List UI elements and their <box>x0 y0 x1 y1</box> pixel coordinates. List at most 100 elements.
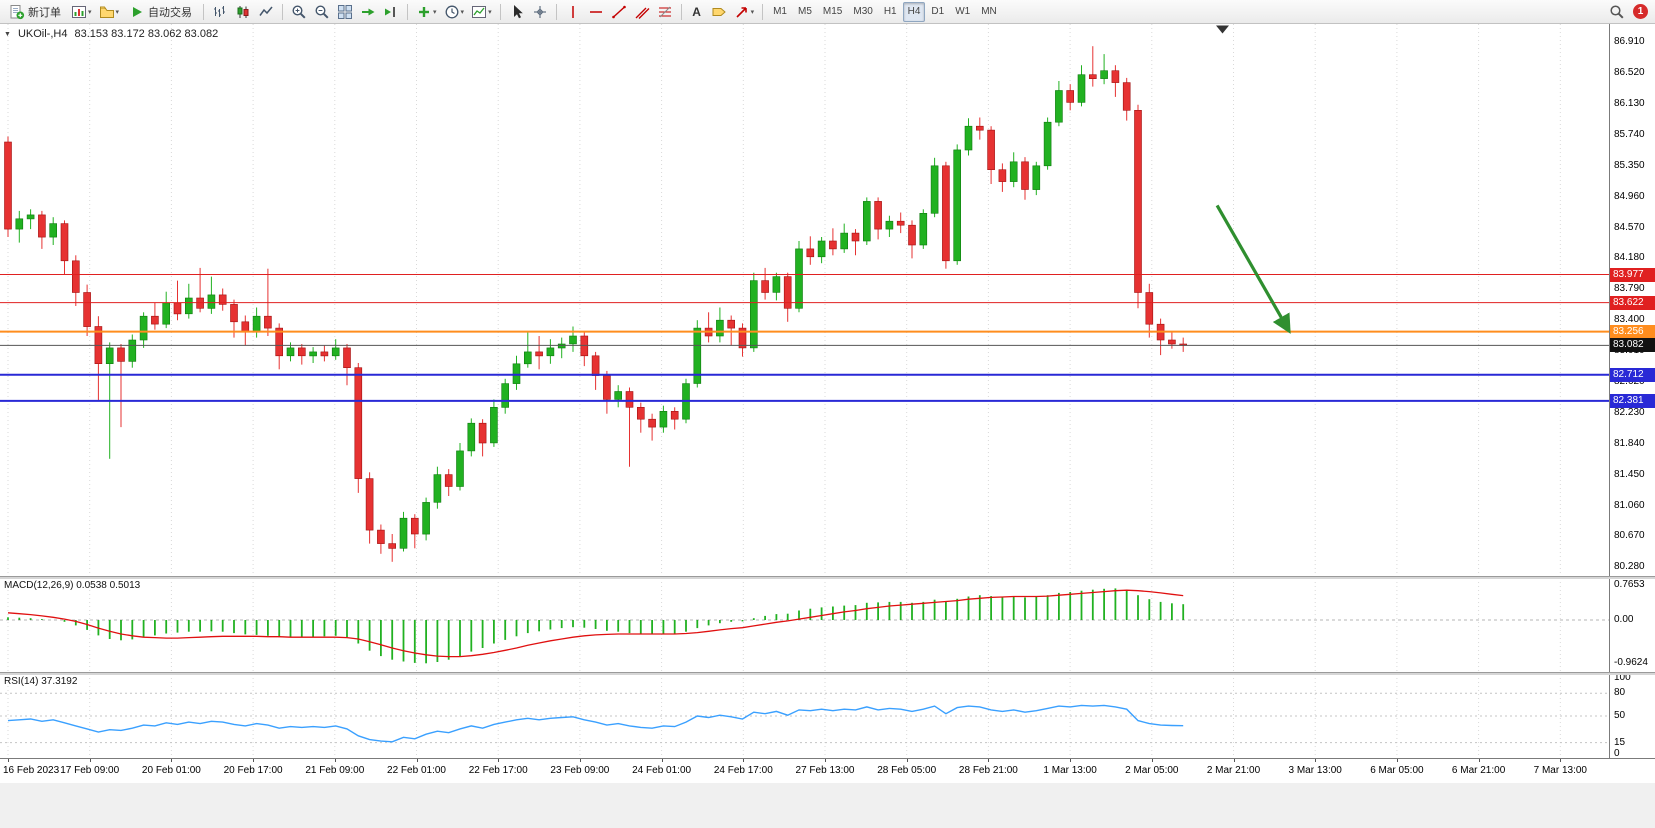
time-axis-label: 16 Feb 2023 <box>3 765 60 776</box>
crosshair-icon <box>533 5 546 18</box>
toolbar-separator <box>407 3 409 20</box>
price-axis-label: 81.060 <box>1614 499 1645 511</box>
timeframe-h1-button[interactable]: H1 <box>879 2 902 22</box>
clock-icon <box>445 5 458 18</box>
time-axis-label: 2 Mar 21:00 <box>1206 765 1261 776</box>
chevron-down-icon: ▾ <box>433 8 437 16</box>
macd-panel-chart[interactable] <box>0 578 1609 672</box>
price-axis[interactable]: 86.910 86.520 86.130 85.740 85.350 84.960 84.5… <box>1609 24 1655 759</box>
periods-button[interactable]: ▾ <box>441 2 468 22</box>
rsi-indicator-label: RSI(14) 37.3192 <box>4 676 78 687</box>
current-price-box: 83.082 <box>1610 338 1655 353</box>
notification-badge[interactable]: 1 <box>1633 4 1648 19</box>
zoom-in-button[interactable] <box>288 2 310 22</box>
cursor-button[interactable] <box>506 2 528 22</box>
price-axis-label: 81.840 <box>1614 437 1645 449</box>
autotrading-play-icon <box>133 6 143 17</box>
zoom-out-button[interactable] <box>311 2 333 22</box>
autotrading-button[interactable]: 自动交易 <box>123 2 198 22</box>
rsi-axis-label: 100 <box>1614 672 1631 683</box>
panel-splitter[interactable] <box>0 576 1655 579</box>
fibonacci-button[interactable] <box>654 2 676 22</box>
price-axis-label: 83.790 <box>1614 283 1645 295</box>
line-chart-button[interactable] <box>255 2 277 22</box>
new-chart-button[interactable]: ▾ <box>68 2 95 22</box>
toolbar-separator <box>282 3 284 20</box>
timeframe-w1-button[interactable]: W1 <box>950 2 975 22</box>
zoom-in-icon <box>292 4 306 19</box>
time-axis-tick <box>1315 759 1317 762</box>
indicators-plus-icon <box>419 6 430 17</box>
toolbar-separator <box>499 3 501 20</box>
text-label-icon <box>712 7 726 16</box>
cursor-icon <box>513 4 523 18</box>
chart-symbol-title: ▼ UKOil-,H4 83.153 83.172 83.062 83.082 <box>4 28 218 40</box>
crosshair-button[interactable] <box>529 2 551 22</box>
templates-button[interactable]: ▾ <box>468 2 495 22</box>
vertical-line-button[interactable] <box>562 2 584 22</box>
time-axis-tick <box>253 759 255 762</box>
new-order-button[interactable]: 新订单 <box>3 2 67 22</box>
price-axis-label: 86.130 <box>1614 97 1645 109</box>
trendline-button[interactable] <box>608 2 630 22</box>
rsi-axis-label: 50 <box>1614 710 1626 721</box>
text-button[interactable]: A <box>687 2 707 22</box>
trendline-icon <box>611 5 626 18</box>
rsi-panel-chart[interactable] <box>0 674 1609 758</box>
price-axis-label: 81.450 <box>1614 468 1645 480</box>
time-axis-label: 7 Mar 13:00 <box>1533 765 1587 776</box>
price-level-box: 83.622 <box>1610 295 1655 310</box>
text-label-button[interactable] <box>708 2 730 22</box>
rsi-axis-label: 80 <box>1614 687 1626 699</box>
time-axis-tick <box>89 759 91 762</box>
chart-shift-button[interactable] <box>380 2 402 22</box>
arrow-shapes-button[interactable]: ▾ <box>731 2 758 22</box>
time-axis[interactable]: 16 Feb 2023 17 Feb 09:00 20 Feb 01:00 20 Fe… <box>0 758 1655 783</box>
timeframe-m5-button[interactable]: M5 <box>793 2 817 22</box>
timeframe-h4-button[interactable]: H4 <box>902 1 926 22</box>
horizontal-line-button[interactable] <box>585 2 607 22</box>
candlestick-icon <box>237 5 249 18</box>
template-icon <box>472 5 487 18</box>
panel-splitter[interactable] <box>0 672 1655 675</box>
price-axis-label: 86.520 <box>1614 67 1645 79</box>
main-toolbar: 新订单 ▾ ▾ 自动交易 <box>0 0 1655 24</box>
price-axis-label: 82.230 <box>1614 406 1645 418</box>
tile-windows-button[interactable] <box>334 2 356 22</box>
macd-axis-label: 0.7653 <box>1614 579 1645 591</box>
chevron-down-icon: ▾ <box>750 8 755 16</box>
candlestick-chart-button[interactable] <box>232 2 254 22</box>
price-level-box: 83.977 <box>1610 267 1655 282</box>
timeframe-m1-button[interactable]: M1 <box>768 2 792 22</box>
profiles-button[interactable]: ▾ <box>96 2 123 22</box>
timeframe-m15-button[interactable]: M15 <box>818 2 847 22</box>
auto-scroll-button[interactable] <box>357 2 379 22</box>
time-axis-tick <box>825 759 826 762</box>
autotrading-label: 自动交易 <box>148 6 193 19</box>
indicators-button[interactable]: ▾ <box>413 2 440 22</box>
toolbar-separator <box>203 3 205 20</box>
time-axis-label: 6 Mar 05:00 <box>1370 765 1424 776</box>
timeframe-mn-button[interactable]: MN <box>976 2 1002 22</box>
tile-windows-icon <box>338 4 353 19</box>
time-axis-label: 22 Feb 01:00 <box>387 765 446 776</box>
timeframe-m30-button[interactable]: M30 <box>848 2 877 22</box>
time-axis-label: 1 Mar 13:00 <box>1043 765 1097 776</box>
search-button[interactable] <box>1606 2 1628 22</box>
time-axis-tick <box>661 759 663 762</box>
candlestick-chart[interactable] <box>0 24 1609 576</box>
chevron-down-icon: ▾ <box>88 8 92 16</box>
timeframe-d1-button[interactable]: D1 <box>926 2 949 22</box>
horizontal-line-icon <box>589 10 602 13</box>
time-axis-label: 6 Mar 21:00 <box>1451 765 1506 776</box>
one-click-trading-icon[interactable]: ▼ <box>4 30 11 38</box>
symbol-period-label: UKOil-,H4 <box>17 28 68 40</box>
bar-chart-button[interactable] <box>209 2 231 22</box>
zoom-out-icon <box>315 4 329 19</box>
channel-button[interactable] <box>631 2 653 22</box>
time-axis-label: 27 Feb 13:00 <box>795 765 855 776</box>
time-axis-tick <box>988 759 990 762</box>
price-axis-label: 85.740 <box>1614 128 1645 140</box>
time-axis-label: 28 Feb 21:00 <box>958 765 1018 776</box>
bar-chart-icon <box>214 5 226 17</box>
